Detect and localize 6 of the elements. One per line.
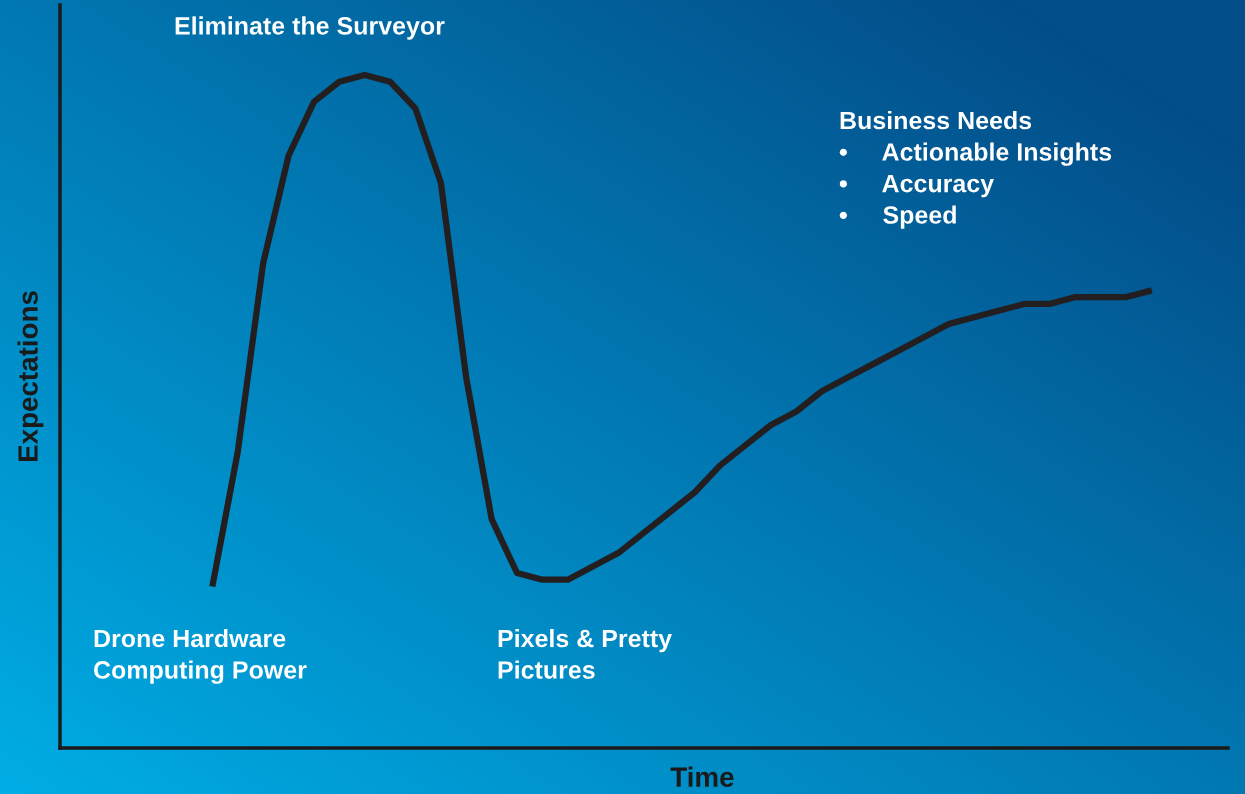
y-axis-title: Expectations <box>17 291 44 462</box>
annotation: Business Needs • Actionable Insights • Accuracy • Speed <box>839 111 1112 229</box>
text: Eliminate the Surveyor <box>175 16 445 40</box>
annotation: Pixels & Pretty Pictures <box>498 629 672 679</box>
x-axis-title: Time <box>670 766 734 787</box>
annotation: Drone Hardware Computing Power <box>94 629 307 684</box>
